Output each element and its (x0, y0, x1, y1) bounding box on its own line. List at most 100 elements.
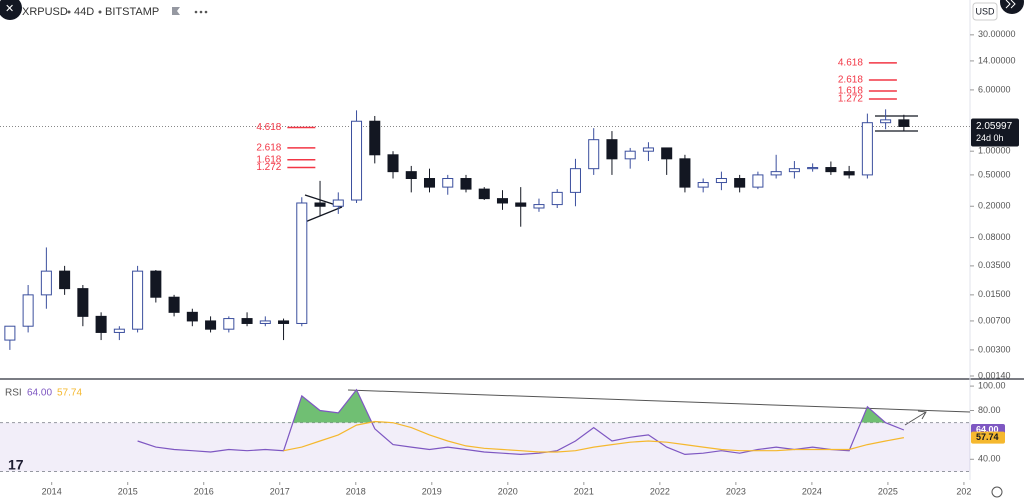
x-tick-label: 2020 (498, 486, 518, 496)
y-tick-label: 14.00000 (978, 55, 1016, 65)
candle-body (442, 178, 454, 188)
value-badge-label: 64.00 (976, 424, 999, 434)
y-tick-label: 0.00700 (978, 315, 1011, 325)
candle-body (734, 178, 746, 188)
rsi-title: RSI (5, 388, 22, 399)
close-button[interactable] (0, 0, 22, 20)
candle-body (387, 154, 399, 173)
candle-body (259, 320, 271, 324)
last-price-badge (971, 118, 1019, 147)
overbought-fill (292, 389, 886, 423)
candle-body (752, 174, 764, 188)
x-tick-label: 2018 (346, 486, 366, 496)
rsi-band (0, 422, 970, 472)
candle-body (95, 315, 107, 333)
y-tick-label: 0.50000 (978, 169, 1011, 179)
fib-label: 4.618 (256, 122, 281, 133)
close-icon: ✕ (5, 3, 14, 15)
candle-body (843, 171, 855, 176)
candle-body (606, 139, 618, 160)
candle-body (205, 320, 217, 330)
symbol: XRPUSD (22, 6, 68, 18)
candle-body (460, 178, 472, 190)
flag-icon[interactable] (172, 7, 180, 15)
candle-body (423, 178, 436, 188)
y-tick-label: 6.00000 (978, 84, 1011, 94)
trend-line (304, 206, 343, 223)
y-tick-label: 80.00 (978, 405, 1001, 415)
rsi-line (283, 420, 905, 453)
x-tick-label: 2023 (726, 486, 746, 496)
candle-body (861, 122, 873, 176)
candle-body (880, 119, 892, 124)
y-tick-label: 40.00 (978, 454, 1001, 464)
y-tick-label: 0.00140 (978, 370, 1011, 380)
candle-body (186, 311, 198, 322)
expand-icon (1005, 0, 1016, 9)
candle-body (788, 168, 800, 173)
candle-body (661, 147, 673, 160)
candle-body (697, 182, 709, 188)
rsi-value: 64.00 (27, 388, 52, 399)
fib-label: 1.272 (838, 94, 863, 105)
candle-body (496, 198, 509, 204)
settings-icon[interactable] (991, 486, 1003, 498)
candle-body (405, 171, 417, 180)
interval: 44D (74, 6, 94, 18)
candle-body (77, 288, 89, 317)
more-icon[interactable] (194, 10, 208, 14)
candle-body (40, 270, 52, 296)
y-tick-label: 1.00000 (978, 146, 1011, 156)
x-tick-label: 2014 (42, 486, 62, 496)
candle-body (624, 150, 636, 160)
fib-label: 1.618 (256, 154, 281, 165)
candle-body (898, 119, 910, 127)
candle-body (132, 270, 144, 330)
candle-body (223, 318, 235, 330)
separator-dot (67, 10, 71, 14)
x-tick-label: 2016 (194, 486, 214, 496)
x-tick-label: 2022 (650, 486, 670, 496)
candle-body (807, 167, 819, 170)
candle-body (314, 202, 326, 207)
logo: 17 (8, 457, 24, 473)
candle-body (278, 320, 290, 324)
candle-body (332, 199, 344, 207)
rsi-line (137, 388, 905, 456)
candle-body (569, 168, 581, 193)
candle-body (679, 158, 691, 188)
candle-body (351, 120, 363, 201)
currency: USD (975, 6, 995, 16)
y-tick-label: 0.01500 (978, 289, 1011, 299)
candle-body (478, 188, 490, 200)
candle-body (642, 147, 654, 152)
currency-button[interactable] (972, 2, 998, 21)
candle-body (588, 139, 600, 170)
candle-body (533, 204, 545, 209)
candle-body (22, 294, 34, 327)
y-tick-label: 30.00000 (978, 29, 1016, 39)
candle-body (770, 171, 782, 176)
x-tick-label: 2015 (118, 486, 138, 496)
candle-body (59, 270, 71, 290)
candle-body (4, 325, 16, 341)
y-tick-label: 0.08000 (978, 232, 1011, 242)
value-badge (971, 431, 1005, 444)
fib-label: 4.618 (838, 58, 863, 69)
x-tick-label: 2025 (878, 486, 898, 496)
last-price-label: 2.05997 (976, 121, 1013, 132)
x-tick-label: 2024 (802, 486, 822, 496)
y-tick-label: 0.20000 (978, 201, 1011, 211)
fib-label: 2.618 (256, 143, 281, 154)
candle-body (715, 178, 727, 184)
candle-body (551, 191, 563, 206)
candle-body (369, 120, 381, 156)
candle-body (296, 202, 308, 324)
candle-body (825, 167, 837, 173)
fib-label: 1.618 (838, 86, 863, 97)
countdown: 24d 0h (976, 133, 1004, 143)
candle-body (168, 296, 180, 313)
